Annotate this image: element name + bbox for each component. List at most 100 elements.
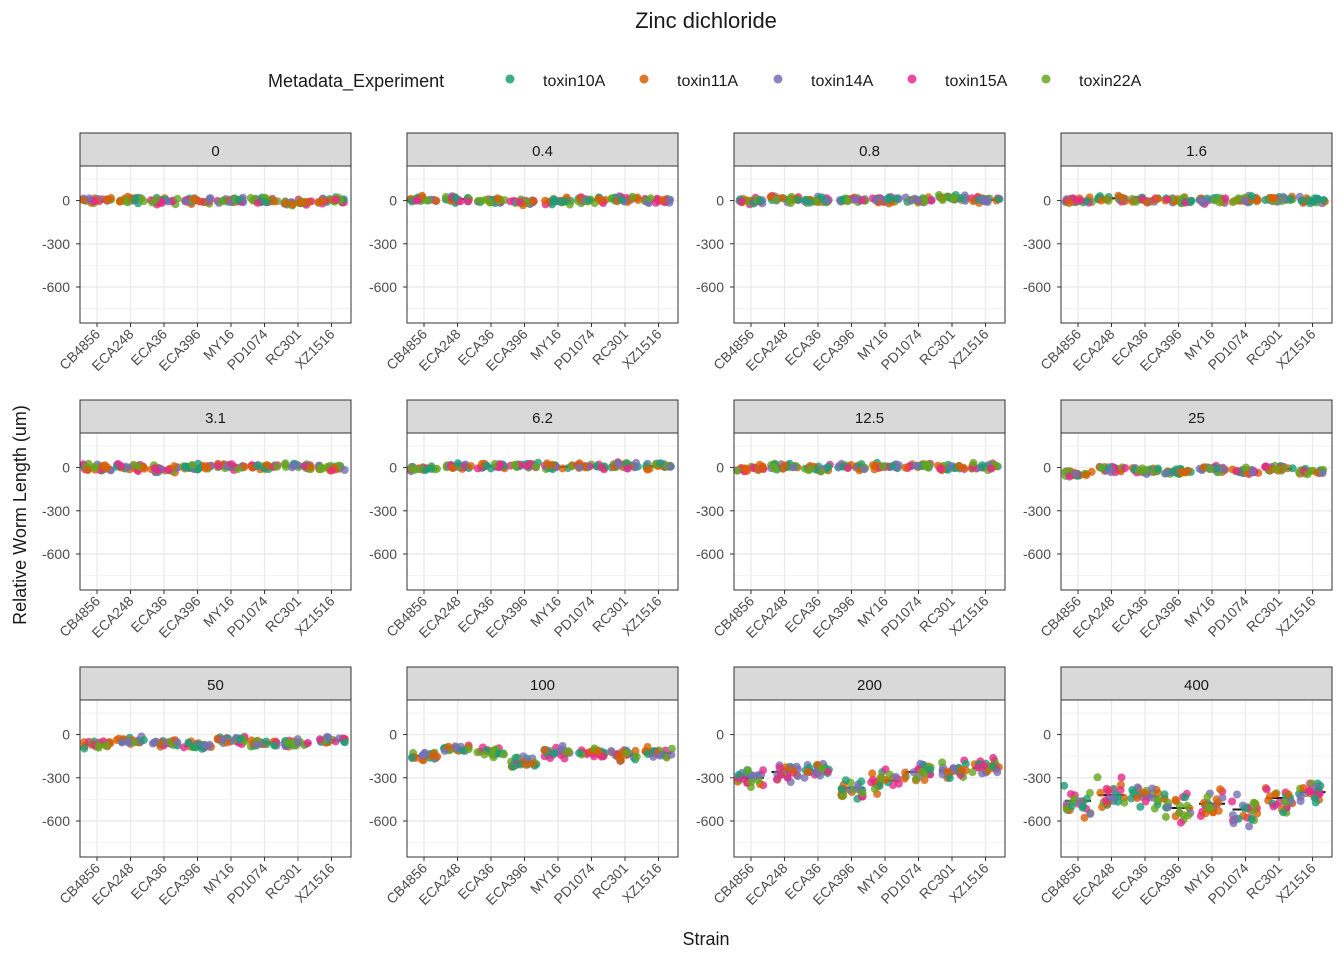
- data-point: [253, 198, 262, 207]
- data-point: [978, 196, 987, 205]
- data-point: [240, 462, 249, 471]
- data-point: [188, 461, 197, 470]
- data-point: [917, 768, 926, 776]
- data-point: [780, 461, 789, 470]
- data-point: [80, 744, 89, 753]
- y-tick-label: 0: [1043, 193, 1051, 209]
- legend-label-toxin22A: toxin22A: [1079, 73, 1142, 90]
- data-point: [170, 462, 179, 471]
- data-point: [853, 783, 862, 792]
- data-point: [418, 191, 427, 200]
- data-point: [1154, 789, 1163, 798]
- panel-background: [734, 166, 1005, 323]
- data-point: [839, 791, 848, 800]
- data-point: [817, 193, 826, 202]
- panel-border: [79, 165, 352, 324]
- y-tick-label: -300: [696, 236, 724, 252]
- panel-background: [407, 166, 678, 323]
- data-point: [1284, 790, 1293, 799]
- legend-key-toxin10A: [505, 74, 515, 84]
- y-tick-label: -300: [696, 770, 724, 786]
- data-point: [324, 733, 333, 742]
- panel-strip-label: 3.1: [205, 410, 226, 427]
- data-point: [219, 735, 228, 744]
- data-point: [613, 459, 622, 468]
- data-point: [90, 463, 99, 472]
- data-point: [1101, 796, 1110, 805]
- data-point: [927, 196, 936, 205]
- y-tick-label: -300: [369, 236, 397, 252]
- data-point: [817, 764, 826, 773]
- legend-key-toxin15A: [907, 74, 917, 84]
- data-point: [528, 759, 537, 768]
- data-point: [433, 464, 441, 473]
- data-point: [558, 464, 567, 473]
- data-point: [499, 750, 508, 759]
- data-point: [744, 766, 752, 775]
- data-point: [451, 742, 460, 751]
- panel-strip-label: 1.6: [1186, 143, 1207, 160]
- data-point: [410, 465, 419, 474]
- data-point: [1306, 787, 1315, 796]
- data-point: [1241, 463, 1250, 472]
- data-point: [868, 769, 877, 778]
- data-point: [877, 774, 886, 783]
- data-point: [656, 751, 665, 760]
- data-point: [914, 196, 923, 205]
- data-point: [288, 200, 297, 209]
- data-point: [541, 196, 550, 205]
- data-point: [776, 771, 785, 780]
- data-point: [993, 768, 1002, 777]
- data-point: [130, 195, 139, 204]
- data-point: [433, 752, 442, 761]
- data-point: [1097, 463, 1106, 472]
- data-point: [101, 741, 110, 750]
- data-point: [1116, 786, 1125, 795]
- panel-border: [733, 432, 1006, 591]
- data-point: [614, 752, 623, 761]
- panel-strip: [1060, 132, 1333, 167]
- data-point: [1298, 196, 1306, 205]
- data-point: [148, 198, 157, 207]
- data-point: [1296, 792, 1305, 801]
- data-point: [236, 734, 245, 743]
- data-point: [307, 463, 315, 471]
- data-point: [1120, 798, 1129, 807]
- y-tick-label: -300: [369, 770, 397, 786]
- data-point: [1318, 469, 1327, 478]
- data-point: [1080, 813, 1089, 822]
- data-point: [1240, 804, 1249, 813]
- data-point: [665, 196, 674, 205]
- data-point: [945, 774, 954, 782]
- panel-border: [79, 699, 352, 858]
- y-tick-label: 0: [716, 193, 724, 209]
- data-point: [300, 462, 309, 470]
- legend-key-toxin11A: [639, 74, 649, 84]
- data-point: [667, 750, 676, 759]
- data-point: [420, 748, 429, 757]
- y-tick-label: 0: [62, 460, 70, 476]
- data-point: [878, 462, 887, 471]
- data-point: [892, 194, 900, 203]
- data-point: [1136, 802, 1145, 811]
- data-point: [793, 195, 802, 204]
- data-point: [643, 465, 652, 474]
- data-point: [1231, 815, 1240, 824]
- panel-25: 250-300-600CB4856ECA248ECA36ECA396MY16PD…: [1023, 399, 1333, 641]
- data-point: [281, 199, 290, 208]
- panel-200: 2000-300-600CB4856ECA248ECA36ECA396MY16P…: [696, 666, 1006, 908]
- y-tick-label: -600: [696, 279, 724, 295]
- data-point: [564, 747, 573, 756]
- data-point: [103, 463, 112, 472]
- data-point: [837, 785, 846, 794]
- data-point: [1148, 784, 1157, 793]
- data-point: [968, 768, 977, 777]
- data-point: [181, 197, 190, 206]
- data-point: [464, 197, 473, 206]
- data-point: [480, 750, 489, 759]
- data-point: [590, 199, 599, 207]
- data-point: [617, 195, 626, 204]
- data-point: [920, 776, 929, 784]
- data-point: [173, 194, 182, 203]
